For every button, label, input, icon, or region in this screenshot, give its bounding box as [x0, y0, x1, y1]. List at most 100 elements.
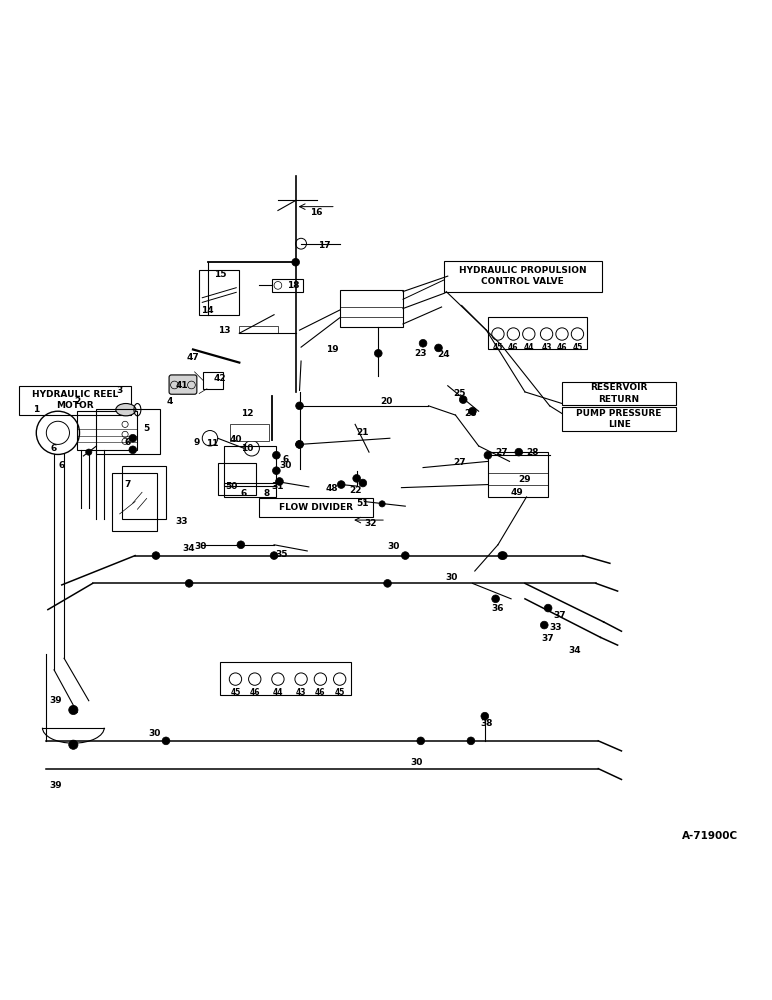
- Circle shape: [401, 552, 409, 559]
- Circle shape: [417, 737, 425, 745]
- Circle shape: [237, 541, 245, 549]
- Text: 28: 28: [527, 448, 539, 457]
- Text: 14: 14: [201, 306, 213, 315]
- Circle shape: [129, 434, 137, 442]
- Text: 45: 45: [334, 688, 345, 697]
- Text: 45: 45: [230, 688, 241, 697]
- Text: 17: 17: [318, 241, 330, 250]
- Circle shape: [498, 552, 506, 559]
- Circle shape: [185, 580, 193, 587]
- Bar: [272, 279, 303, 292]
- Ellipse shape: [116, 403, 136, 416]
- Text: 5: 5: [144, 424, 150, 433]
- Text: 15: 15: [214, 270, 226, 279]
- Text: 43: 43: [296, 688, 306, 697]
- Text: 19: 19: [326, 345, 338, 354]
- Circle shape: [296, 441, 303, 448]
- Text: 8: 8: [263, 489, 269, 498]
- Circle shape: [484, 451, 492, 459]
- Text: 42: 42: [214, 374, 226, 383]
- FancyBboxPatch shape: [169, 375, 197, 394]
- Circle shape: [69, 740, 78, 749]
- Text: 44: 44: [273, 688, 283, 697]
- Text: 29: 29: [519, 475, 531, 484]
- Bar: [224, 446, 276, 486]
- Circle shape: [292, 258, 300, 266]
- Text: 39: 39: [49, 781, 62, 790]
- Text: 30: 30: [411, 758, 423, 767]
- Text: 30: 30: [148, 729, 161, 738]
- Bar: [259, 498, 373, 517]
- Text: 46: 46: [315, 688, 326, 697]
- Text: 6: 6: [124, 438, 130, 447]
- Text: RESERVOIR
RETURN: RESERVOIR RETURN: [591, 383, 648, 404]
- Text: 24: 24: [438, 350, 450, 359]
- Polygon shape: [239, 326, 278, 333]
- Text: 37: 37: [542, 634, 554, 643]
- Circle shape: [353, 475, 361, 482]
- Bar: [562, 382, 676, 405]
- Text: 6: 6: [240, 489, 246, 498]
- Text: 43: 43: [541, 343, 552, 352]
- Bar: [224, 483, 276, 497]
- Text: 47: 47: [187, 353, 199, 362]
- Text: 21: 21: [357, 428, 369, 437]
- Text: 49: 49: [511, 488, 523, 497]
- Text: 34: 34: [569, 646, 581, 655]
- Bar: [19, 386, 131, 415]
- Text: 37: 37: [554, 611, 566, 620]
- Text: 44: 44: [523, 343, 534, 352]
- Text: 30: 30: [195, 542, 207, 551]
- Circle shape: [374, 349, 382, 357]
- Text: 9: 9: [194, 438, 200, 447]
- Text: 50: 50: [225, 482, 238, 491]
- Text: 16: 16: [310, 208, 323, 217]
- Circle shape: [467, 737, 475, 745]
- Circle shape: [515, 448, 523, 456]
- Text: 18: 18: [287, 281, 300, 290]
- Circle shape: [499, 552, 507, 559]
- Circle shape: [459, 396, 467, 403]
- Bar: [112, 473, 157, 531]
- Text: 1: 1: [33, 405, 39, 414]
- Bar: [488, 452, 548, 497]
- Text: 30: 30: [445, 573, 458, 582]
- Text: 6: 6: [51, 444, 57, 453]
- Text: 25: 25: [453, 389, 466, 398]
- Circle shape: [152, 552, 160, 559]
- Text: 46: 46: [508, 343, 519, 352]
- Text: 20: 20: [380, 397, 392, 406]
- Text: 51: 51: [357, 499, 369, 508]
- Circle shape: [337, 481, 345, 488]
- Text: 31: 31: [272, 482, 284, 491]
- Circle shape: [492, 595, 499, 603]
- Text: 6: 6: [283, 455, 289, 464]
- Text: 22: 22: [349, 486, 361, 495]
- Text: 7: 7: [124, 480, 130, 489]
- Circle shape: [296, 402, 303, 410]
- Text: 46: 46: [557, 343, 567, 352]
- Text: 32: 32: [364, 519, 377, 528]
- Circle shape: [273, 467, 280, 475]
- Bar: [122, 466, 166, 519]
- Text: 45: 45: [493, 343, 503, 352]
- Polygon shape: [230, 424, 269, 441]
- Text: 6: 6: [59, 461, 65, 470]
- Circle shape: [419, 339, 427, 347]
- Text: 33: 33: [550, 623, 562, 632]
- Text: 2: 2: [74, 397, 80, 406]
- Bar: [96, 409, 160, 454]
- Text: 30: 30: [279, 461, 292, 470]
- Text: 30: 30: [388, 542, 400, 551]
- Text: HYDRAULIC PROPULSION
CONTROL VALVE: HYDRAULIC PROPULSION CONTROL VALVE: [459, 266, 587, 286]
- Bar: [77, 411, 137, 450]
- Text: 46: 46: [249, 688, 260, 697]
- Text: 26: 26: [465, 409, 477, 418]
- Text: 45: 45: [572, 343, 583, 352]
- Circle shape: [273, 451, 280, 459]
- Text: 40: 40: [229, 435, 242, 444]
- Circle shape: [384, 580, 391, 587]
- Circle shape: [379, 501, 385, 507]
- Circle shape: [540, 621, 548, 629]
- Text: PUMP PRESSURE
LINE: PUMP PRESSURE LINE: [577, 409, 662, 429]
